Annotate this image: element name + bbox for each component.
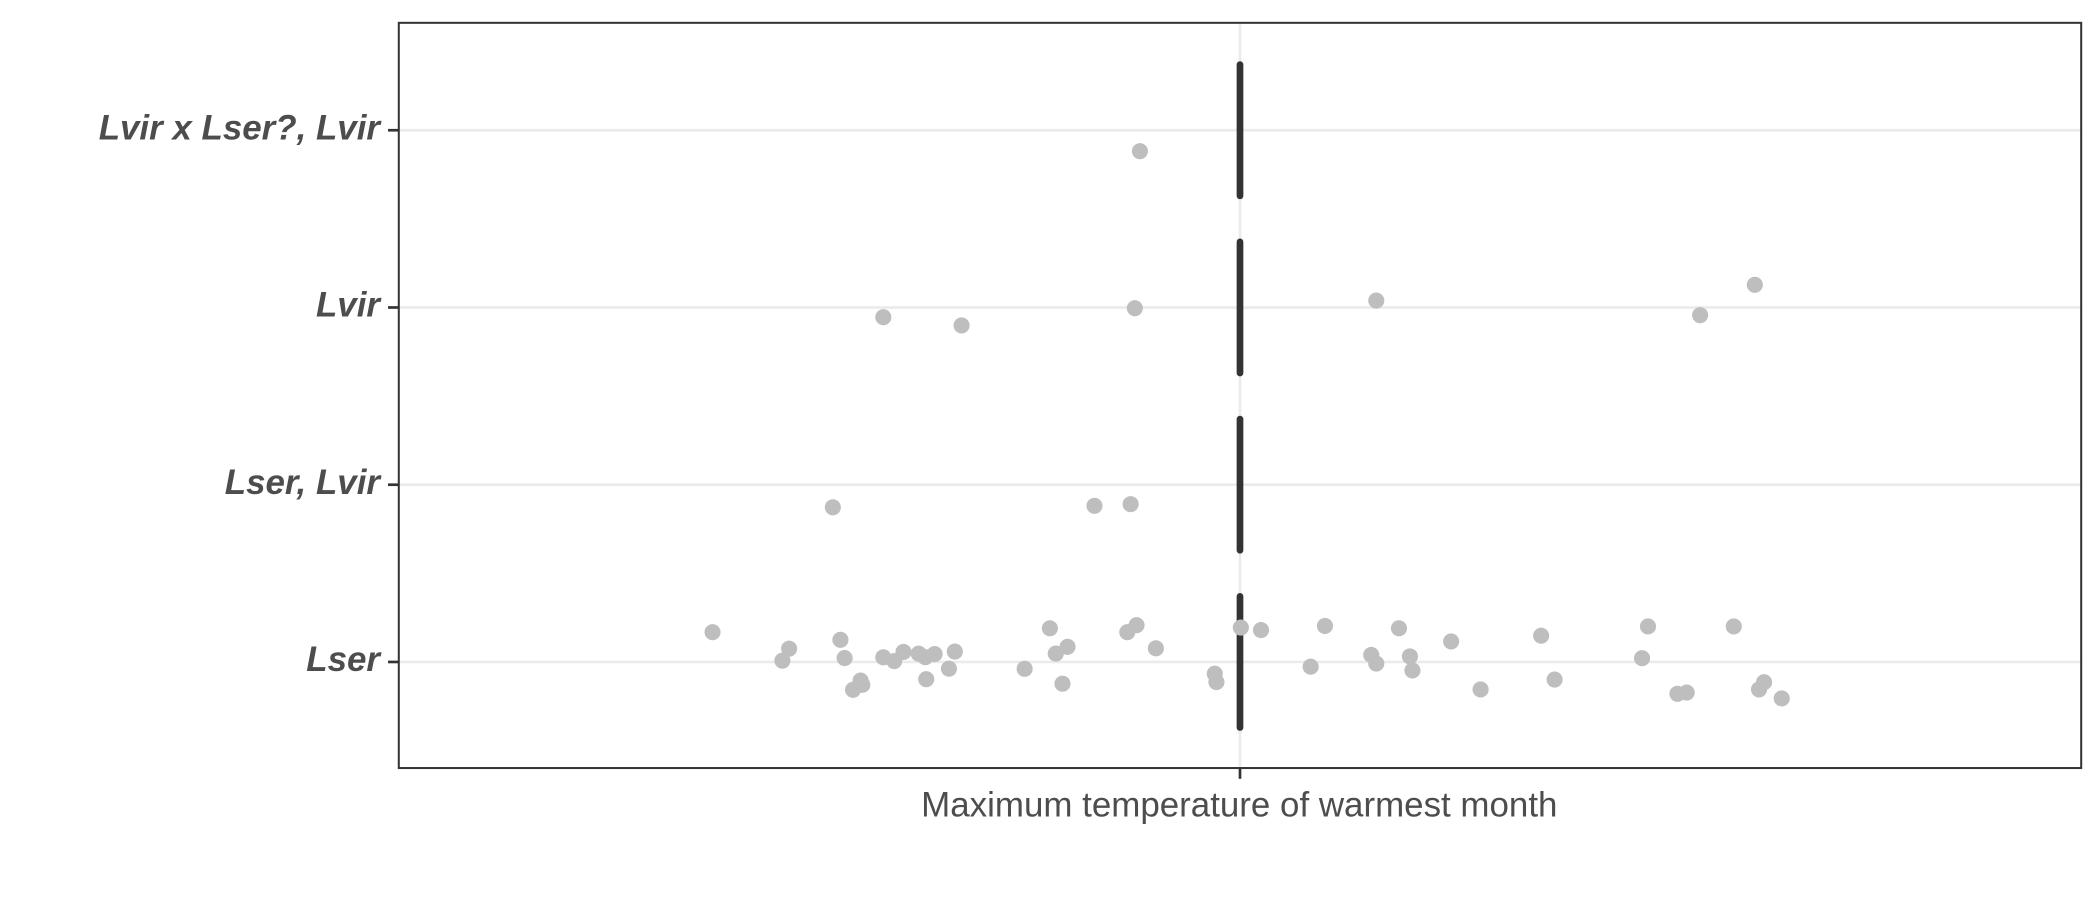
point (1546, 671, 1563, 688)
point (1131, 143, 1148, 160)
point (1404, 662, 1421, 679)
point (1316, 617, 1334, 634)
point (1472, 681, 1489, 698)
point (1041, 620, 1058, 637)
point (1232, 619, 1249, 636)
point (1122, 496, 1139, 513)
point (1059, 638, 1076, 655)
point (1443, 633, 1460, 650)
point (1147, 640, 1164, 657)
point (1016, 660, 1033, 677)
point (926, 645, 943, 663)
point (1208, 674, 1225, 691)
point (1302, 658, 1319, 675)
x-axis-title: Maximum temperature of warmest month (921, 785, 1557, 824)
point (1773, 690, 1790, 707)
point (832, 631, 849, 648)
point (940, 660, 957, 677)
point (1746, 276, 1763, 293)
point (1126, 300, 1143, 317)
point (875, 309, 892, 326)
point (781, 640, 798, 657)
point (1128, 617, 1145, 634)
point (1692, 307, 1709, 324)
point (774, 652, 791, 669)
point (1368, 655, 1385, 672)
point (1368, 292, 1385, 309)
point (1634, 650, 1651, 667)
y-tick-label: Lser, Lvir (225, 463, 383, 502)
point (704, 624, 721, 641)
point (1086, 497, 1103, 514)
point (836, 649, 853, 667)
point (1047, 645, 1064, 662)
point (1390, 620, 1408, 637)
y-tick-label: Lser (306, 640, 382, 679)
y-tick-label: Lvir x Lser?, Lvir (99, 108, 383, 147)
point (918, 671, 935, 688)
point (1756, 674, 1773, 691)
point (1252, 621, 1270, 639)
point (1725, 618, 1742, 635)
point (895, 643, 912, 660)
point (1678, 684, 1695, 701)
point (946, 643, 963, 660)
point (824, 499, 841, 516)
point (852, 672, 869, 689)
point (1054, 675, 1071, 692)
point (1639, 618, 1657, 635)
y-tick-label: Lvir (316, 286, 382, 325)
point (1401, 648, 1418, 665)
point (953, 317, 970, 334)
point (1533, 627, 1550, 644)
